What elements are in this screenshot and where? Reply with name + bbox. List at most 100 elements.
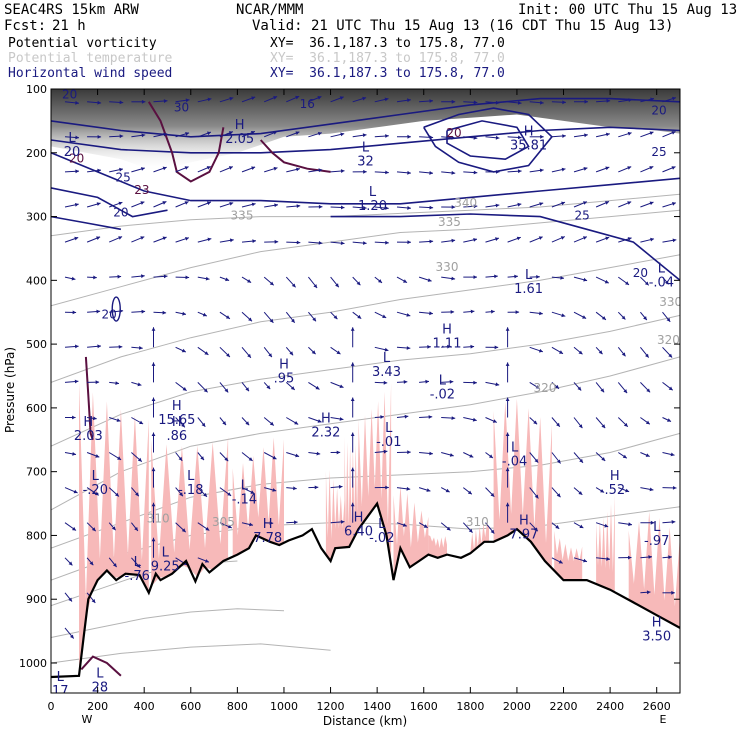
wind-vector (219, 131, 234, 138)
wind-vector (529, 346, 544, 353)
wind-vector (350, 327, 355, 348)
wind-vector (197, 276, 210, 281)
wind-vector-head (583, 558, 587, 563)
wind-vector (551, 452, 561, 464)
wind-vector (308, 311, 317, 322)
low-marker: L-.97 (644, 520, 669, 549)
wind-vector-head (141, 99, 146, 104)
wind-vector-head (207, 237, 212, 242)
wind-vector-head (119, 167, 123, 172)
high-marker: H7.97 (509, 514, 538, 543)
wind-vector-head (406, 346, 411, 350)
wind-vector-head (339, 417, 344, 421)
wind-vector (463, 170, 478, 175)
wind-vector-head (623, 389, 628, 394)
wind-vector (131, 452, 143, 462)
wind-vector (485, 452, 494, 459)
marker-value: .52 (604, 483, 625, 498)
wind-vector-head (556, 459, 561, 464)
wind-vector-head (582, 315, 587, 319)
wind-vector (264, 521, 274, 525)
x-tick-label: 1600 (410, 700, 438, 713)
wind-vector-head (536, 275, 540, 279)
wind-vector-head (206, 201, 211, 206)
wind-vector-head (666, 317, 671, 322)
wind-vector (551, 276, 565, 280)
wind-vector (529, 381, 540, 390)
wind-vector-head (534, 494, 539, 499)
wind-vector (219, 96, 234, 103)
marker-value: -.20 (83, 483, 108, 498)
wind-vector-head (621, 352, 626, 357)
wind-vector (529, 236, 543, 243)
wind-vector (396, 134, 411, 139)
wind-vector-head (296, 240, 301, 245)
marker-letter: H (519, 514, 529, 529)
marker-value: 3.50 (642, 630, 671, 645)
wind-vector-head (606, 557, 610, 561)
wind-vector (175, 452, 183, 462)
wind-vector (596, 557, 611, 561)
wind-contour-label: 25 (116, 171, 131, 185)
wind-vector-head (75, 344, 79, 349)
wind-vector-head (672, 96, 676, 101)
wind-vector-head (601, 316, 606, 320)
wind-vector (241, 346, 252, 359)
wind-vector (440, 487, 450, 493)
wind-vector-head (426, 488, 431, 492)
marker-value: 7.97 (509, 528, 538, 543)
wind-vector-head (380, 415, 384, 419)
wind-vector-head (181, 348, 186, 353)
wind-vector-head (249, 522, 253, 527)
wind-vector-head (251, 202, 256, 207)
terrain-profile (51, 501, 680, 679)
wind-vector (131, 381, 142, 387)
low-marker: L-.20 (83, 469, 108, 498)
wind-vector-head (247, 353, 251, 358)
wind-vector-head (627, 166, 632, 170)
wind-vector (65, 415, 76, 420)
wind-vector-head (555, 384, 559, 389)
wind-vector (396, 380, 408, 384)
wind-vector-head (333, 315, 338, 320)
wind-vector-head (427, 345, 431, 349)
wind-vector-head (162, 166, 167, 171)
wind-vector (485, 381, 500, 387)
wind-vector-head (140, 201, 145, 205)
wind-vector-head (340, 169, 345, 173)
wind-vector (463, 275, 477, 279)
wind-vector (396, 170, 411, 175)
wind-vector (308, 417, 322, 423)
wind-vector (131, 274, 145, 279)
wind-vector (263, 452, 277, 460)
x-axis-east-label: E (660, 713, 667, 726)
wind-vector (507, 274, 518, 279)
wind-vector-head (562, 100, 566, 105)
wind-vector-head (225, 315, 230, 319)
wind-vector-head (407, 240, 411, 245)
pv-shade-10 (554, 530, 583, 581)
wind-vector (87, 416, 97, 421)
wind-vector (330, 346, 341, 355)
wind-vector-head (625, 281, 629, 285)
wind-vector-head (650, 97, 654, 102)
wind-vector (551, 134, 566, 138)
wind-vector (618, 555, 632, 560)
wind-vector-head (229, 202, 234, 206)
wind-vector-head (385, 206, 389, 210)
wind-vector-head (429, 99, 433, 103)
wind-vector (485, 487, 495, 498)
wind-vector-head (627, 201, 632, 205)
wind-vector-head (117, 274, 122, 279)
wind-vector (573, 276, 588, 282)
wind-vector-head (562, 134, 566, 138)
wind-vector-head (274, 239, 279, 244)
wind-vector-head (492, 419, 497, 423)
wind-vector-head (185, 132, 190, 136)
marker-value: .95 (274, 371, 295, 386)
wind-vector-head (227, 524, 232, 529)
wind-vector-head (222, 421, 226, 426)
wind-vector-head (338, 484, 343, 489)
marker-value: -.02 (369, 531, 394, 546)
wind-vector (441, 379, 454, 384)
